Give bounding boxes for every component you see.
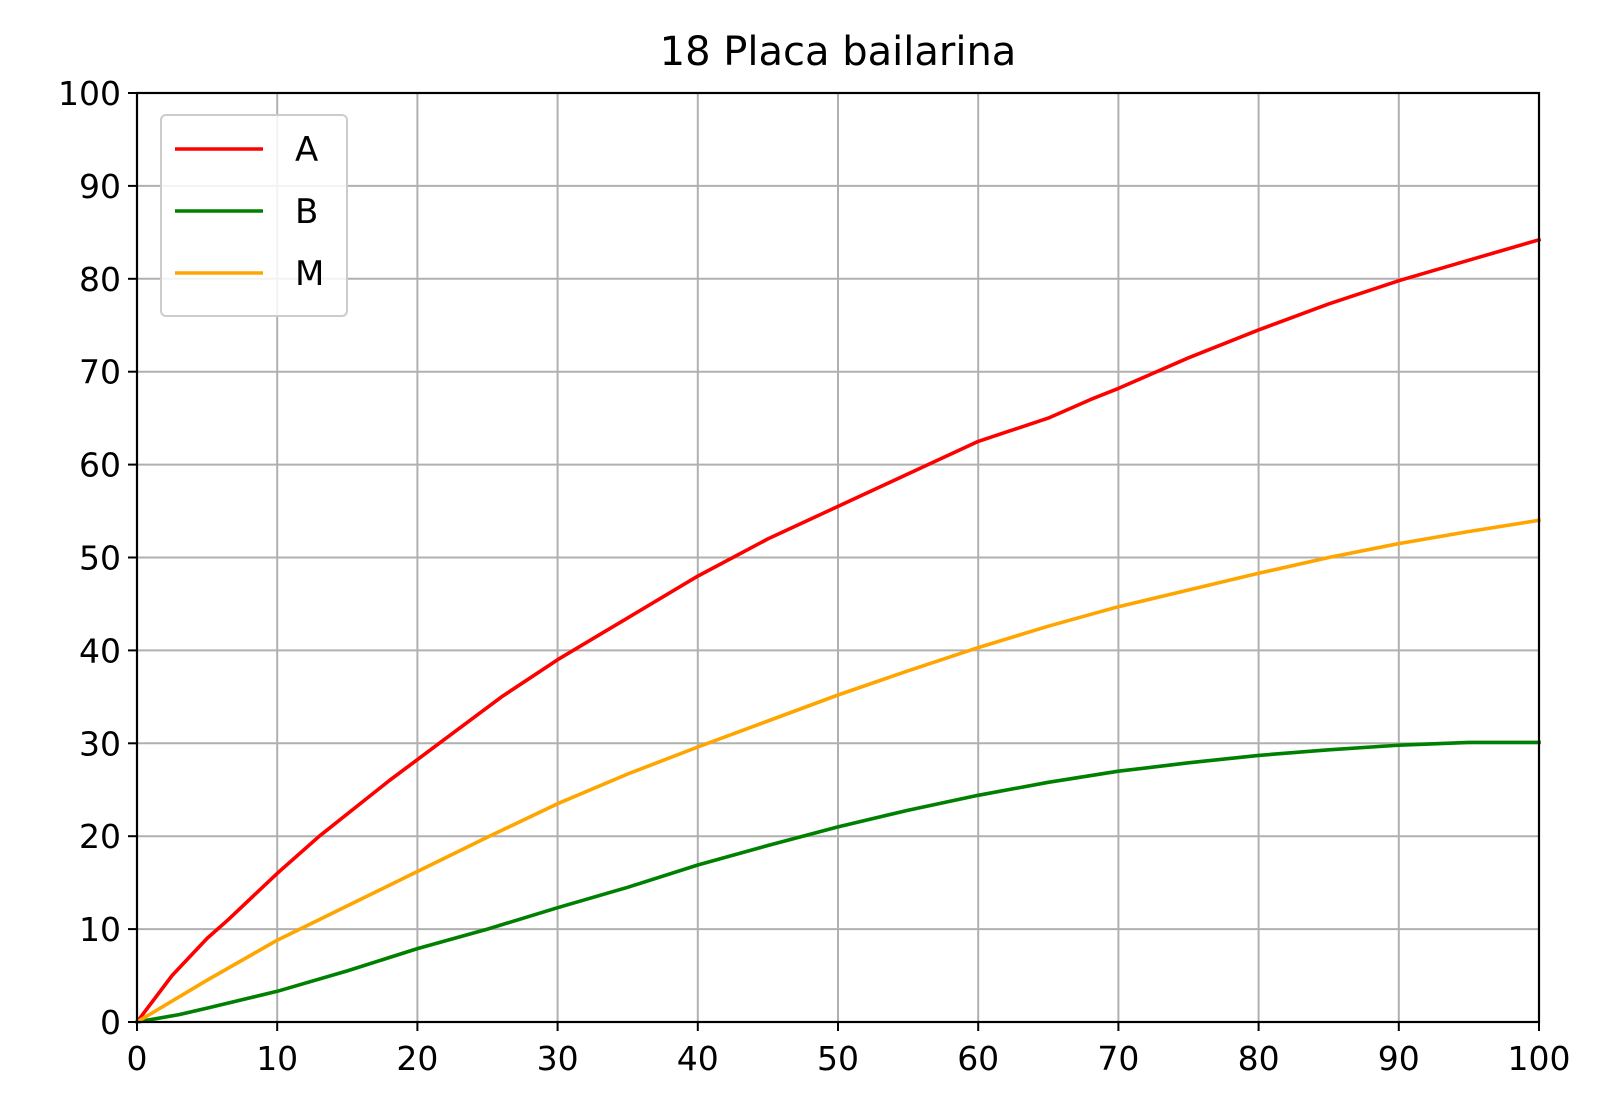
x-tick-label: 100: [1508, 1039, 1571, 1078]
legend: ABM: [160, 114, 348, 317]
y-tick-label: 60: [79, 446, 121, 485]
y-tick-label: 80: [79, 260, 121, 299]
y-tick-label: 30: [79, 724, 121, 763]
x-tick-label: 40: [677, 1039, 719, 1078]
legend-label-m: M: [295, 254, 324, 294]
y-tick-label: 90: [79, 167, 121, 206]
legend-frame: [160, 114, 348, 317]
series-lines: [134, 237, 1542, 1025]
chart-title: 18 Placa bailarina: [660, 29, 1017, 75]
x-tick-label: 70: [1097, 1039, 1139, 1078]
y-tick-label: 50: [79, 539, 121, 578]
x-tick-label: 30: [537, 1039, 579, 1078]
y-tick-label: 70: [79, 353, 121, 392]
y-tick-label: 100: [58, 74, 121, 113]
x-tick-label: 90: [1378, 1039, 1420, 1078]
legend-label-a: A: [295, 130, 318, 170]
series-line-b: [134, 740, 1541, 1025]
x-tick-label: 60: [957, 1039, 999, 1078]
x-tick-label: 20: [396, 1039, 438, 1078]
y-tick-label: 20: [79, 817, 121, 856]
x-tick-label: 80: [1238, 1039, 1280, 1078]
y-tick-label: 40: [79, 631, 121, 670]
legend-label-b: B: [295, 192, 318, 232]
x-tick-label: 0: [127, 1039, 148, 1078]
y-tick-label: 0: [100, 1003, 121, 1042]
x-axis-ticks: 0 10 20 30 40 50 60 70 80 90 100: [127, 1022, 1571, 1078]
y-tick-label: 10: [79, 910, 121, 949]
series-line-a: [134, 237, 1542, 1025]
y-axis-ticks: 0 10 20 30 40 50 60 70 80 90 100: [58, 74, 137, 1042]
series-line-m: [134, 518, 1542, 1025]
x-tick-label: 50: [817, 1039, 859, 1078]
x-tick-label: 10: [256, 1039, 298, 1078]
